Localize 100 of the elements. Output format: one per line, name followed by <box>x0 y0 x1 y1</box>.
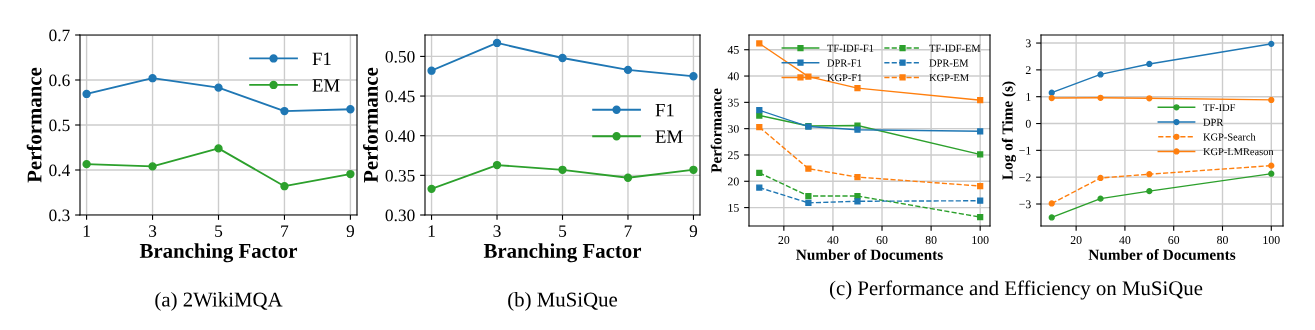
point <box>756 107 763 114</box>
x-tick-label: 7 <box>624 225 632 237</box>
point <box>280 106 289 116</box>
point <box>1268 170 1275 177</box>
point <box>1268 96 1275 104</box>
y-tick-label: −1 <box>1019 146 1031 155</box>
point <box>1146 60 1153 68</box>
point <box>558 165 567 174</box>
x-tick-label: 3 <box>149 225 157 237</box>
legend-label: TF-IDF-EM <box>929 44 981 52</box>
point <box>427 66 436 75</box>
y-tick-label: 0 <box>1025 119 1031 128</box>
point <box>214 83 223 92</box>
x-tick-label: 5 <box>215 225 223 237</box>
x-tick-label: 3 <box>493 225 501 237</box>
legend-label: TF-IDF <box>1203 104 1236 111</box>
legend-label: EM <box>312 79 340 92</box>
x-axis-title: Number of Documents <box>1088 249 1236 260</box>
y-tick-label: 0.6 <box>49 74 70 87</box>
point <box>854 198 861 205</box>
point <box>977 213 984 221</box>
x-tick-label: 9 <box>689 225 698 237</box>
x-axis-title: Number of Documents <box>796 249 943 260</box>
y-tick-label: 0.35 <box>385 169 415 182</box>
point <box>854 173 861 181</box>
y-tick-label: 25 <box>727 151 739 160</box>
y-tick-label: 20 <box>727 177 739 186</box>
y-tick-label: 0.40 <box>385 130 415 142</box>
point <box>1048 94 1055 102</box>
point <box>977 197 984 204</box>
point <box>346 169 355 179</box>
legend-label: DPR-F1 <box>827 59 862 67</box>
text: (c) Performance and Efficiency on MuSiQue <box>829 280 1203 300</box>
x-tick-label: 20 <box>1070 236 1082 245</box>
legend-label: KGP-EM <box>929 74 969 82</box>
legend-label: F1 <box>312 52 331 65</box>
point <box>756 123 763 131</box>
point <box>689 165 698 174</box>
x-axis-title: Branching Factor <box>139 243 298 263</box>
y-tick-label: 0.50 <box>385 50 415 63</box>
point <box>854 122 861 129</box>
point <box>756 112 763 119</box>
legend-label: KGP-F1 <box>827 74 862 82</box>
point <box>1146 188 1153 195</box>
point <box>1097 195 1104 202</box>
x-tick-label: 1 <box>83 225 90 237</box>
y-tick-label: −3 <box>1019 200 1031 209</box>
y-axis-title: Performance <box>26 67 42 183</box>
y-tick-label: −2 <box>1019 173 1031 182</box>
x-tick-label: 80 <box>925 236 937 245</box>
point <box>1048 214 1055 221</box>
point <box>805 192 812 200</box>
x-tick-label: 100 <box>1263 236 1280 245</box>
x-tick-label: 1 <box>428 225 435 237</box>
legend-label: DPR <box>1203 118 1224 126</box>
point <box>1146 171 1153 178</box>
point <box>558 53 567 63</box>
point <box>492 160 502 170</box>
point <box>82 159 91 169</box>
y-tick-label: 0.5 <box>49 119 70 132</box>
y-tick-label: 35 <box>728 98 739 107</box>
y-tick-label: 30 <box>728 124 739 133</box>
y-axis-title: Log of Time (s) <box>1001 81 1016 180</box>
point <box>148 74 157 83</box>
point <box>1097 71 1104 78</box>
y-tick-label: 0.30 <box>385 209 415 222</box>
x-tick-label: 60 <box>876 236 888 245</box>
y-tick-label: 40 <box>727 72 739 81</box>
legend-label: EM <box>655 130 683 143</box>
point <box>756 169 763 176</box>
point <box>1097 174 1104 182</box>
point <box>214 144 223 153</box>
y-tick-label: 0.3 <box>49 209 70 222</box>
y-axis-title: Performance <box>363 67 378 183</box>
y-axis-title: Performance <box>710 88 722 173</box>
x-tick-label: 20 <box>778 236 790 245</box>
x-tick-label: 60 <box>1168 236 1180 245</box>
legend-label: F1 <box>655 103 674 117</box>
y-tick-label: 0.4 <box>49 164 71 177</box>
point <box>1048 89 1055 96</box>
x-axis-title: Branching Factor <box>483 243 642 263</box>
point <box>1146 95 1153 102</box>
point <box>82 89 91 99</box>
point <box>623 65 633 75</box>
point <box>756 40 763 47</box>
point <box>977 128 984 135</box>
x-tick-label: 40 <box>827 236 839 245</box>
y-tick-label: 2 <box>1025 66 1031 74</box>
x-tick-label: 100 <box>972 236 989 245</box>
point <box>280 182 289 191</box>
y-tick-label: 0.45 <box>385 90 415 103</box>
y-tick-label: 15 <box>728 203 739 212</box>
point <box>854 126 861 133</box>
legend-label: DPR-EM <box>929 59 969 67</box>
point <box>346 105 355 114</box>
text: (a) 2WikiMQA <box>155 291 283 311</box>
x-tick-label: 80 <box>1217 236 1228 245</box>
y-tick-label: 0.7 <box>49 29 70 42</box>
point <box>854 192 861 200</box>
x-tick-label: 40 <box>1119 236 1131 245</box>
